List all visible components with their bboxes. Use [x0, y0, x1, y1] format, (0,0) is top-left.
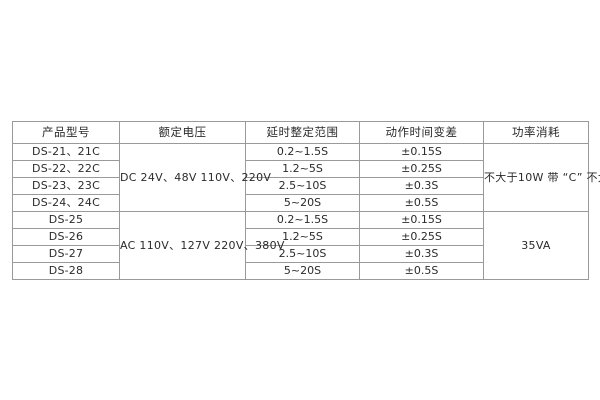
column-header-delay-range: 延时整定范围 [245, 121, 360, 144]
table-row: DS-28 5~20S ±0.5S [12, 262, 589, 280]
table-body: DS-21、21C DC 24V、48V 110V、220V 0.2~1.5S … [12, 143, 600, 280]
column-header-time-variance: 动作时间变差 [359, 121, 484, 144]
cell-time-variance: ±0.5S [359, 262, 484, 280]
table-row: DS-26 1.2~5S ±0.25S [12, 228, 589, 246]
cell-delay-range: 2.5~10S [245, 245, 360, 263]
column-header-voltage: 额定电压 [119, 121, 246, 144]
cell-model: DS-25 [12, 211, 120, 229]
cell-power-dc: 不大于10W 带 “C” 不大于7.5VA [483, 143, 600, 212]
cell-model: DS-23、23C [12, 177, 120, 195]
cell-model: DS-28 [12, 262, 120, 280]
column-header-model: 产品型号 [12, 121, 120, 144]
cell-model: DS-24、24C [12, 194, 120, 212]
table-row: DS-23、23C 2.5~10S ±0.3S [12, 177, 589, 195]
cell-time-variance: ±0.15S [359, 211, 484, 229]
cell-power-ac: 35VA [483, 211, 589, 280]
cell-model: DS-21、21C [12, 143, 120, 161]
cell-voltage-dc: DC 24V、48V 110V、220V [119, 143, 271, 212]
relay-specification-table: 产品型号 额定电压 延时整定范围 动作时间变差 功率消耗 DS-21、21C D… [12, 121, 600, 280]
header-row: 产品型号 额定电压 延时整定范围 动作时间变差 功率消耗 [12, 121, 589, 144]
cell-model: DS-26 [12, 228, 120, 246]
cell-time-variance: ±0.25S [359, 160, 484, 178]
table-row: DS-25 AC 110V、127V 220V、380V 0.2~1.5S ±0… [12, 211, 589, 280]
cell-delay-range: 5~20S [245, 194, 360, 212]
cell-delay-range: 2.5~10S [245, 177, 360, 195]
cell-voltage-ac: AC 110V、127V 220V、380V [119, 211, 284, 280]
cell-time-variance: ±0.15S [359, 143, 484, 161]
column-header-power: 功率消耗 [483, 121, 589, 144]
cell-time-variance: ±0.25S [359, 228, 484, 246]
cell-time-variance: ±0.3S [359, 177, 484, 195]
cell-delay-range: 0.2~1.5S [245, 143, 360, 161]
spec-table-container: 产品型号 额定电压 延时整定范围 动作时间变差 功率消耗 DS-21、21C D… [12, 121, 600, 280]
cell-time-variance: ±0.5S [359, 194, 484, 212]
table-row: DS-27 2.5~10S ±0.3S [12, 245, 589, 263]
cell-time-variance: ±0.3S [359, 245, 484, 263]
cell-model: DS-22、22C [12, 160, 120, 178]
table-row: DS-21、21C DC 24V、48V 110V、220V 0.2~1.5S … [12, 143, 600, 212]
cell-model: DS-27 [12, 245, 120, 263]
cell-delay-range: 0.2~1.5S [245, 211, 360, 229]
table-header: 产品型号 额定电压 延时整定范围 动作时间变差 功率消耗 [12, 121, 589, 144]
cell-delay-range: 5~20S [245, 262, 360, 280]
